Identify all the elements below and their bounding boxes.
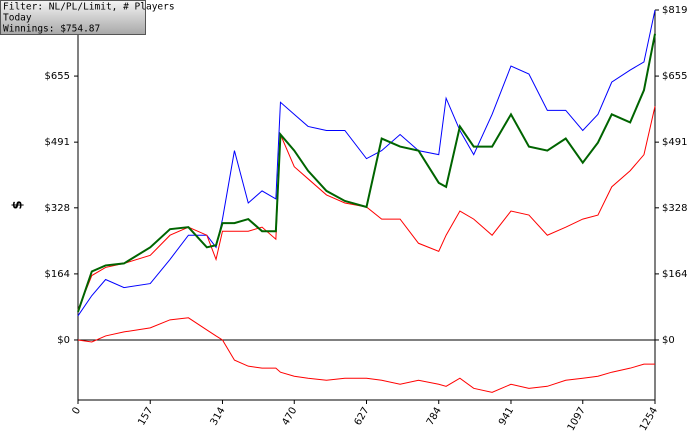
y-axis-label: $ — [11, 200, 26, 209]
legend-line: Today — [3, 13, 32, 24]
y-tick-label: $0 — [57, 335, 70, 346]
y-tick-label: $164 — [45, 269, 70, 280]
legend-box: Filter: NL/PL/Limit, # Players Today Win… — [0, 0, 175, 35]
series-line — [77, 33, 656, 313]
y-tick-label: $328 — [45, 203, 70, 214]
y-tick-label: $491 — [45, 137, 70, 148]
legend-frame — [0, 0, 146, 35]
y-tick-label: $491 — [662, 137, 687, 148]
legend-line: Filter: NL/PL/Limit, # Players — [3, 2, 175, 13]
y-tick-label: $655 — [662, 71, 687, 82]
series-line — [77, 9, 656, 317]
y-tick-label: $655 — [45, 71, 70, 82]
y-tick-label: $328 — [662, 203, 687, 214]
y-tick-label: $164 — [662, 269, 687, 280]
y-tick-label: $819 — [662, 5, 687, 16]
series-line — [77, 317, 655, 393]
y-tick-label: $0 — [662, 335, 675, 346]
legend-line: Winnings: $754.87 — [3, 24, 100, 35]
x-tick-label: 0 — [70, 406, 83, 417]
